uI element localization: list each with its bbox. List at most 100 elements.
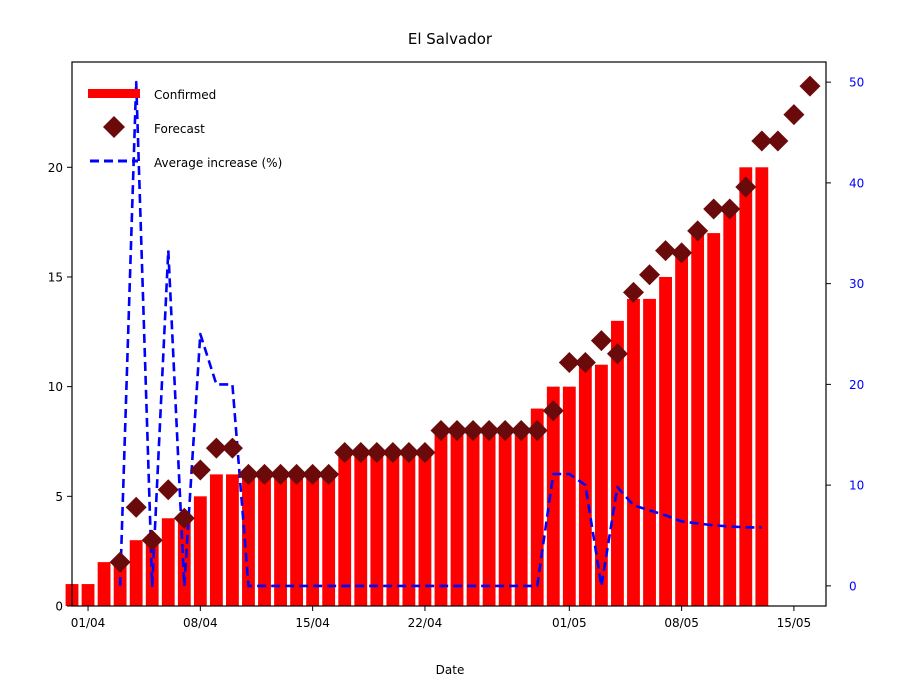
y-tick-label: 10 xyxy=(48,380,63,394)
forecast-marker xyxy=(318,463,340,485)
y-tick-label: 0 xyxy=(55,600,63,614)
confirmed-bar xyxy=(370,452,384,606)
forecast-marker xyxy=(558,352,580,374)
forecast-marker xyxy=(542,400,564,422)
average-increase-line-group xyxy=(118,80,762,588)
forecast-marker xyxy=(639,264,661,286)
forecast-marker xyxy=(751,130,773,152)
confirmed-bar xyxy=(81,584,95,606)
confirmed-bar xyxy=(739,167,753,606)
forecast-marker xyxy=(334,441,356,463)
forecast-marker xyxy=(189,459,211,481)
confirmed-bar xyxy=(755,167,769,606)
x-tick-label: 15/05 xyxy=(777,616,812,630)
forecast-marker xyxy=(606,343,628,365)
forecast-marker xyxy=(157,479,179,501)
confirmed-bar xyxy=(274,474,287,606)
confirmed-bar xyxy=(707,233,721,606)
forecast-marker xyxy=(382,441,404,463)
forecast-marker xyxy=(494,420,516,442)
forecast-marker xyxy=(462,420,484,442)
confirmed-bar xyxy=(290,474,304,606)
confirmed-bar xyxy=(193,496,207,606)
forecast-marker xyxy=(478,420,500,442)
y2-tick-label: 20 xyxy=(849,378,864,392)
forecast-marker xyxy=(590,330,612,352)
y2-tick-label: 10 xyxy=(849,479,864,493)
confirmed-bar xyxy=(129,540,143,606)
y2-tick-label: 30 xyxy=(849,277,864,291)
forecast-marker xyxy=(671,242,693,264)
forecast-marker xyxy=(735,176,757,198)
confirmed-bar xyxy=(675,255,689,606)
x-tick-label: 22/04 xyxy=(408,616,443,630)
legend-confirmed-swatch xyxy=(88,89,140,98)
forecast-markers xyxy=(109,75,821,573)
confirmed-bar xyxy=(723,211,737,606)
confirmed-bar xyxy=(434,430,448,606)
confirmed-bar xyxy=(322,474,336,606)
confirmed-bar xyxy=(514,430,528,606)
confirmed-bar xyxy=(258,474,271,606)
confirmed-bar xyxy=(386,452,400,606)
forecast-marker xyxy=(109,551,131,573)
x-axis-label: Date xyxy=(436,663,465,677)
forecast-marker xyxy=(237,463,259,485)
confirmed-bars xyxy=(65,167,769,606)
confirmed-bar xyxy=(402,452,416,606)
forecast-marker xyxy=(350,441,372,463)
x-tick-label: 15/04 xyxy=(295,616,330,630)
forecast-marker xyxy=(254,463,276,485)
forecast-marker xyxy=(446,420,468,442)
forecast-marker xyxy=(398,441,420,463)
forecast-marker xyxy=(719,198,741,220)
y-axis-right: 0 10 20 30 40 50 xyxy=(826,76,864,593)
confirmed-bar xyxy=(242,474,255,606)
forecast-marker xyxy=(655,240,677,262)
legend: Confirmed Forecast Average increase (%) xyxy=(88,88,282,170)
y2-tick-label: 40 xyxy=(849,176,864,190)
forecast-marker xyxy=(510,420,532,442)
x-tick-label: 01/04 xyxy=(71,616,106,630)
y2-tick-label: 50 xyxy=(849,76,864,90)
confirmed-bar xyxy=(611,320,624,606)
confirmed-bar xyxy=(482,430,496,606)
average-increase-line xyxy=(118,80,762,588)
y-tick-label: 15 xyxy=(48,270,63,284)
forecast-marker xyxy=(767,130,789,152)
forecast-marker xyxy=(526,420,548,442)
confirmed-bar xyxy=(659,276,672,606)
legend-forecast-label: Forecast xyxy=(154,122,205,136)
forecast-marker xyxy=(270,463,292,485)
confirmed-bar xyxy=(418,452,432,606)
legend-confirmed-label: Confirmed xyxy=(154,88,216,102)
forecast-marker xyxy=(302,463,324,485)
forecast-marker xyxy=(173,507,195,529)
confirmed-bar xyxy=(338,452,352,606)
forecast-marker xyxy=(430,420,452,442)
confirmed-bar xyxy=(562,386,576,606)
forecast-marker xyxy=(687,220,709,242)
confirmed-bar xyxy=(97,562,111,606)
forecast-marker xyxy=(574,352,596,374)
forecast-marker xyxy=(799,75,821,97)
confirmed-bar xyxy=(546,386,560,606)
x-tick-label: 01/05 xyxy=(552,616,587,630)
confirmed-bar xyxy=(627,298,640,606)
confirmed-bar xyxy=(643,298,656,606)
confirmed-bar xyxy=(226,474,239,606)
forecast-marker xyxy=(783,104,805,126)
confirmed-bar xyxy=(594,364,608,606)
confirmed-bar xyxy=(498,430,512,606)
x-tick-label: 08/04 xyxy=(183,616,218,630)
legend-average-label: Average increase (%) xyxy=(154,156,282,170)
y2-tick-label: 0 xyxy=(849,579,857,593)
forecast-marker xyxy=(141,529,163,551)
confirmed-bar xyxy=(354,452,368,606)
plot-frame xyxy=(71,61,827,607)
confirmed-bar xyxy=(306,474,320,606)
forecast-marker xyxy=(286,463,308,485)
confirmed-bar xyxy=(209,474,223,606)
y-axis-left: 0 5 10 15 20 xyxy=(48,161,72,614)
